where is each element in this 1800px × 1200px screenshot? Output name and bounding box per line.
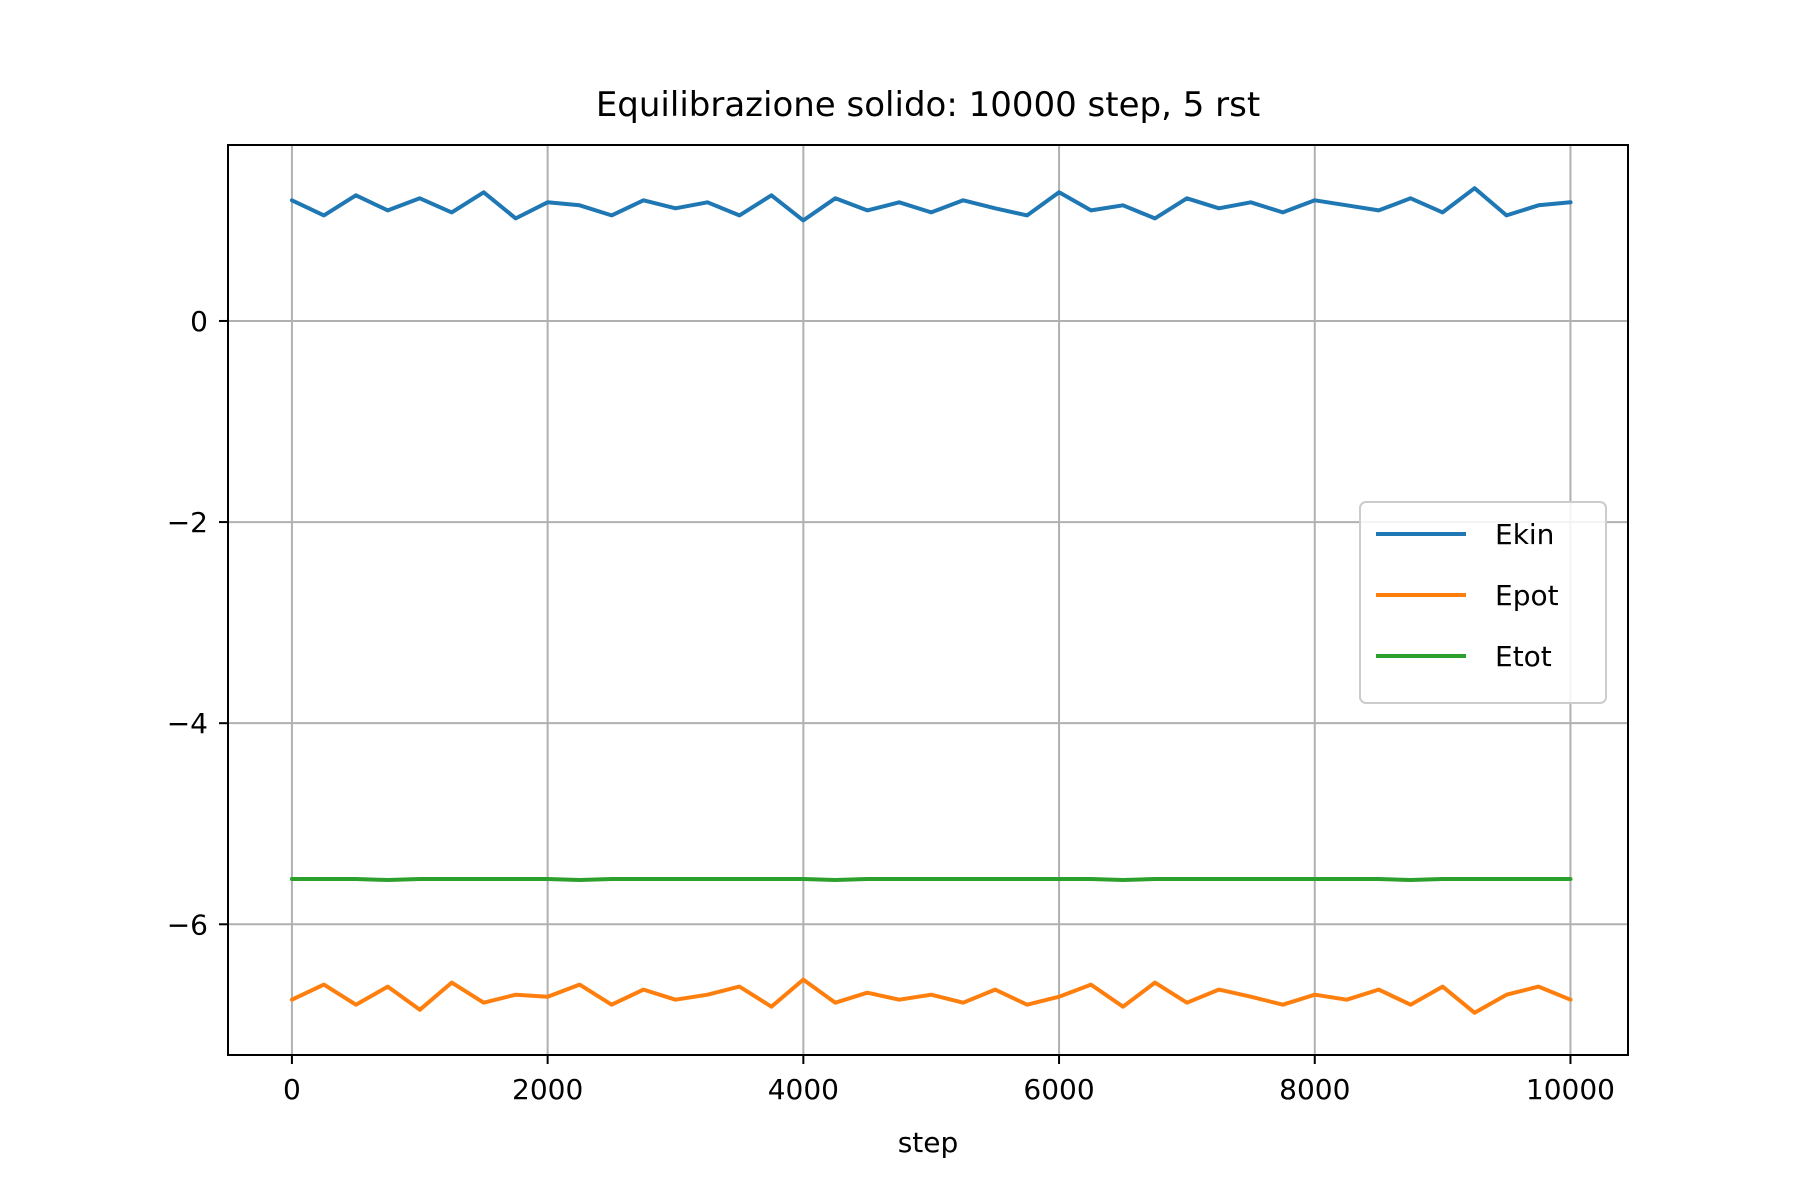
y-axis-ticks: 0 −2 −4 −6 [167, 305, 228, 941]
x-tick-label: 8000 [1279, 1073, 1350, 1106]
chart-title: Equilibrazione solido: 10000 step, 5 rst [596, 85, 1260, 125]
x-tick-label: 6000 [1023, 1073, 1094, 1106]
legend-label-etot: Etot [1495, 640, 1552, 673]
y-tick-label: 0 [190, 305, 208, 338]
x-axis-label: step [898, 1126, 959, 1159]
x-tick-label: 0 [283, 1073, 301, 1106]
legend-label-ekin: Ekin [1495, 518, 1554, 551]
x-axis-ticks: 0 2000 4000 6000 8000 10000 [283, 1055, 1615, 1106]
y-tick-label: −4 [167, 707, 208, 740]
series-lines [289, 186, 1573, 1015]
y-tick-label: −2 [167, 506, 208, 539]
series-line-ekin [289, 186, 1573, 223]
legend: Ekin Epot Etot [1359, 501, 1607, 704]
x-tick-label: 2000 [512, 1073, 583, 1106]
legend-label-epot: Epot [1495, 579, 1559, 612]
series-line-etot [289, 877, 1573, 882]
x-tick-label: 10000 [1526, 1073, 1615, 1106]
series-line-epot [289, 977, 1573, 1015]
y-tick-label: −6 [167, 908, 208, 941]
plot-area-frame [227, 144, 1629, 1056]
legend-box [1359, 501, 1607, 704]
x-tick-label: 4000 [768, 1073, 839, 1106]
